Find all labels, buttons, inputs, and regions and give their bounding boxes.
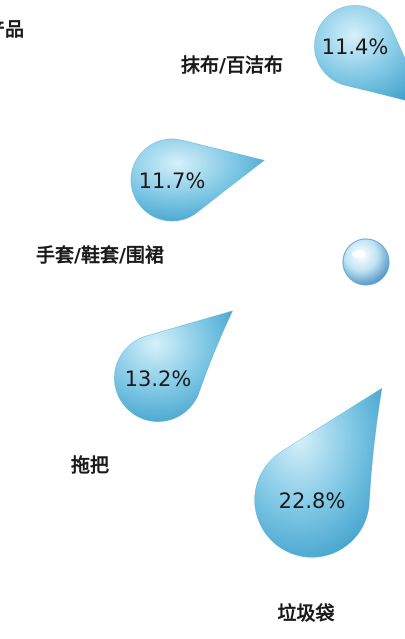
bubble-highlight [352, 250, 366, 258]
drop [254, 387, 383, 558]
category-label: 抹布/百洁布 [181, 54, 283, 77]
bubble-decoration [342, 238, 390, 286]
value-label: 11.4% [322, 35, 389, 59]
drop [130, 138, 265, 222]
value-label: 13.2% [125, 367, 192, 391]
category-label: 手套/鞋套/围裙 [36, 244, 164, 267]
drop [114, 310, 233, 422]
category-label: 拖把 [71, 454, 109, 477]
value-label: 11.7% [139, 169, 206, 193]
value-label: 22.8% [279, 489, 346, 513]
chart-title: 产品 [0, 18, 24, 41]
drop [314, 5, 405, 101]
category-label: 垃圾袋 [277, 602, 335, 625]
